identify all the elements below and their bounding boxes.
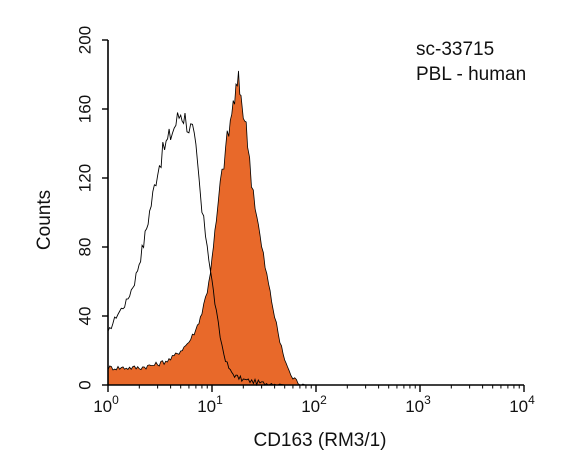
sample-id-annotation: sc-33715 — [416, 39, 494, 60]
sample-type-annotation: PBL - human — [416, 64, 526, 85]
y-tick-label: 200 — [75, 26, 94, 54]
y-tick-label: 160 — [75, 95, 94, 123]
y-axis-label: Counts — [34, 190, 55, 250]
ticks-layer: 0 40 80 120 160 200 100 101 102 103 104 — [75, 26, 535, 416]
x-axis-label: CD163 (RM3/1) — [253, 430, 386, 451]
axes-layer — [107, 40, 524, 386]
x-tick-label: 102 — [301, 393, 327, 416]
x-tick-label: 104 — [509, 393, 535, 416]
x-tick-label: 103 — [405, 393, 431, 416]
y-tick-label: 0 — [75, 380, 94, 389]
y-tick-label: 40 — [75, 307, 94, 326]
series-layer — [107, 70, 524, 387]
y-tick-label: 80 — [75, 238, 94, 257]
series-stained-histogram — [107, 70, 524, 386]
x-tick-label: 100 — [93, 393, 119, 416]
y-tick-label: 120 — [75, 164, 94, 192]
series-control-histogram — [107, 112, 524, 387]
x-tick-label: 101 — [197, 393, 223, 416]
